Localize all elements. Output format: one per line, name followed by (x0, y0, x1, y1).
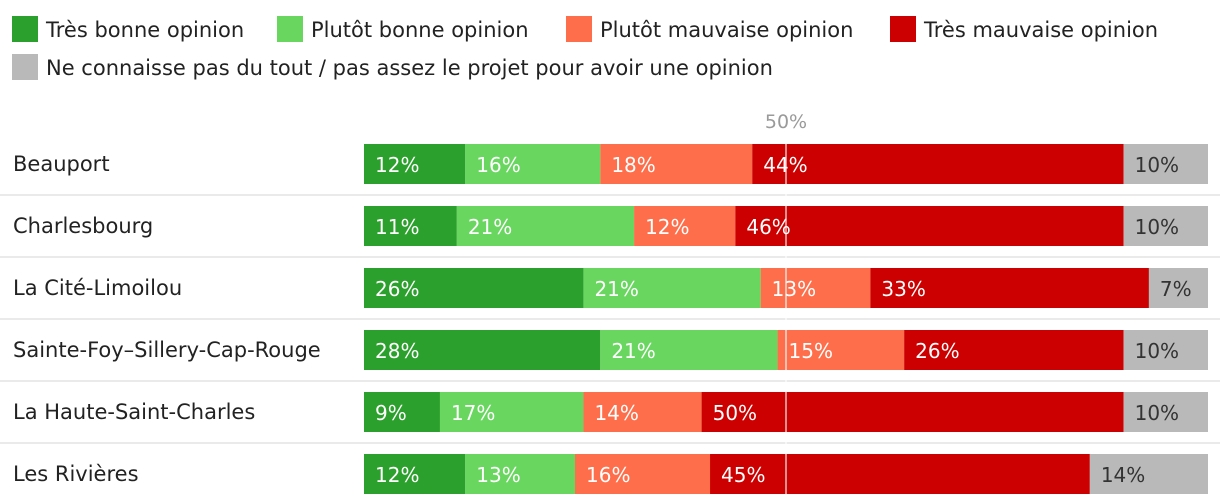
bar-segment (760, 268, 871, 308)
legend: Très bonne opinion Plutôt bonne opinion Pl… (12, 16, 1158, 80)
category-label: Sainte-Foy–Sillery-Cap-Rouge (13, 338, 321, 362)
bar-segment (1148, 268, 1208, 308)
category-label: La Haute-Saint-Charles (13, 400, 255, 424)
value-labels: 12% 16% 18% 44% 10% 11% 21% 12% 46% 10% 26% 21% 13% 3… (375, 153, 1192, 487)
bar-segment (1123, 330, 1208, 370)
value-label: 10% (1135, 339, 1179, 363)
bar-segment (364, 454, 466, 494)
legend-item-ne-connaisse-pas-du-tout-pas-assez-le-pr: Ne connaisse pas du tout / pas assez le … (12, 54, 773, 80)
row-separators (0, 194, 1220, 444)
value-label: 9% (375, 401, 407, 425)
bar-row-la-haute-saint-charles (364, 392, 1208, 432)
bar-segment (1123, 206, 1208, 246)
bar-segment (701, 392, 1124, 432)
bar-segment (456, 206, 635, 246)
bars (364, 144, 1208, 494)
value-label: 21% (468, 215, 512, 239)
value-label: 33% (881, 277, 925, 301)
bar-segment (870, 268, 1149, 308)
category-label: Charlesbourg (13, 214, 153, 238)
bar-segment (575, 454, 711, 494)
value-label: 11% (375, 215, 419, 239)
legend-item-tres-mauvaise-opinion: Très mauvaise opinion (890, 16, 1158, 42)
value-label: 46% (746, 215, 790, 239)
bar-row-beauport (364, 144, 1208, 184)
bar-segment (634, 206, 736, 246)
legend-swatch (12, 54, 38, 80)
value-label: 13% (772, 277, 816, 301)
value-label: 16% (586, 463, 630, 487)
category-label: La Cité-Limoilou (13, 276, 182, 300)
bar-segment (1123, 392, 1208, 432)
legend-item-plutot-mauvaise-opinion: Plutôt mauvaise opinion (566, 16, 853, 42)
bar-segment (439, 392, 584, 432)
bar-segment (583, 392, 702, 432)
legend-swatch (566, 16, 592, 42)
value-label: 10% (1135, 215, 1179, 239)
value-label: 10% (1135, 401, 1179, 425)
legend-swatch (890, 16, 916, 42)
value-label: 16% (476, 153, 520, 177)
value-label: 12% (645, 215, 689, 239)
value-label: 14% (1101, 463, 1145, 487)
legend-label: Plutôt bonne opinion (311, 18, 529, 42)
bar-segment (465, 144, 601, 184)
value-label: 50% (713, 401, 757, 425)
bar-segment (364, 144, 466, 184)
value-label: 45% (721, 463, 765, 487)
bar-segment (600, 144, 753, 184)
bar-segment (752, 144, 1124, 184)
bar-segment (465, 454, 575, 494)
bar-segment (364, 392, 440, 432)
legend-swatch (277, 16, 303, 42)
value-label: 15% (789, 339, 833, 363)
bar-row-sainte-foy-sillery-cap-rouge (364, 330, 1208, 370)
value-label: 7% (1160, 277, 1192, 301)
bar-segment (600, 330, 778, 370)
value-label: 14% (594, 401, 638, 425)
category-label: Beauport (13, 152, 110, 176)
bar-segment (735, 206, 1124, 246)
value-label: 12% (375, 463, 419, 487)
legend-label: Très bonne opinion (45, 18, 244, 42)
bar-segment (364, 268, 584, 308)
bar-row-la-cite-limoilou (364, 268, 1208, 308)
legend-swatch (12, 16, 38, 42)
bar-row-charlesbourg (364, 206, 1208, 246)
value-label: 17% (451, 401, 495, 425)
legend-label: Ne connaisse pas du tout / pas assez le … (46, 56, 773, 80)
value-label: 26% (375, 277, 419, 301)
legend-item-plutot-bonne-opinion: Plutôt bonne opinion (277, 16, 529, 42)
value-label: 21% (594, 277, 638, 301)
value-label: 13% (476, 463, 520, 487)
bar-segment (1123, 144, 1208, 184)
reference-line-group: 50% (765, 111, 807, 494)
value-label: 28% (375, 339, 419, 363)
bar-segment (904, 330, 1124, 370)
legend-label: Très mauvaise opinion (923, 18, 1158, 42)
value-label: 12% (375, 153, 419, 177)
bar-segment (364, 330, 601, 370)
bar-row-les-rivieres (364, 454, 1208, 494)
reference-line-label: 50% (765, 111, 807, 133)
value-label: 44% (763, 153, 807, 177)
bar-segment (583, 268, 761, 308)
legend-label: Plutôt mauvaise opinion (600, 18, 853, 42)
legend-item-tres-bonne-opinion: Très bonne opinion (12, 16, 244, 42)
value-label: 26% (915, 339, 959, 363)
value-label: 21% (611, 339, 655, 363)
value-label: 18% (611, 153, 655, 177)
category-labels: Beauport Charlesbourg La Cité-Limoilou Sain… (13, 152, 321, 486)
bar-segment (710, 454, 1090, 494)
bar-segment (777, 330, 905, 370)
category-label: Les Rivières (13, 462, 139, 486)
bar-segment (364, 206, 457, 246)
bar-segment (1089, 454, 1208, 494)
value-label: 10% (1135, 153, 1179, 177)
